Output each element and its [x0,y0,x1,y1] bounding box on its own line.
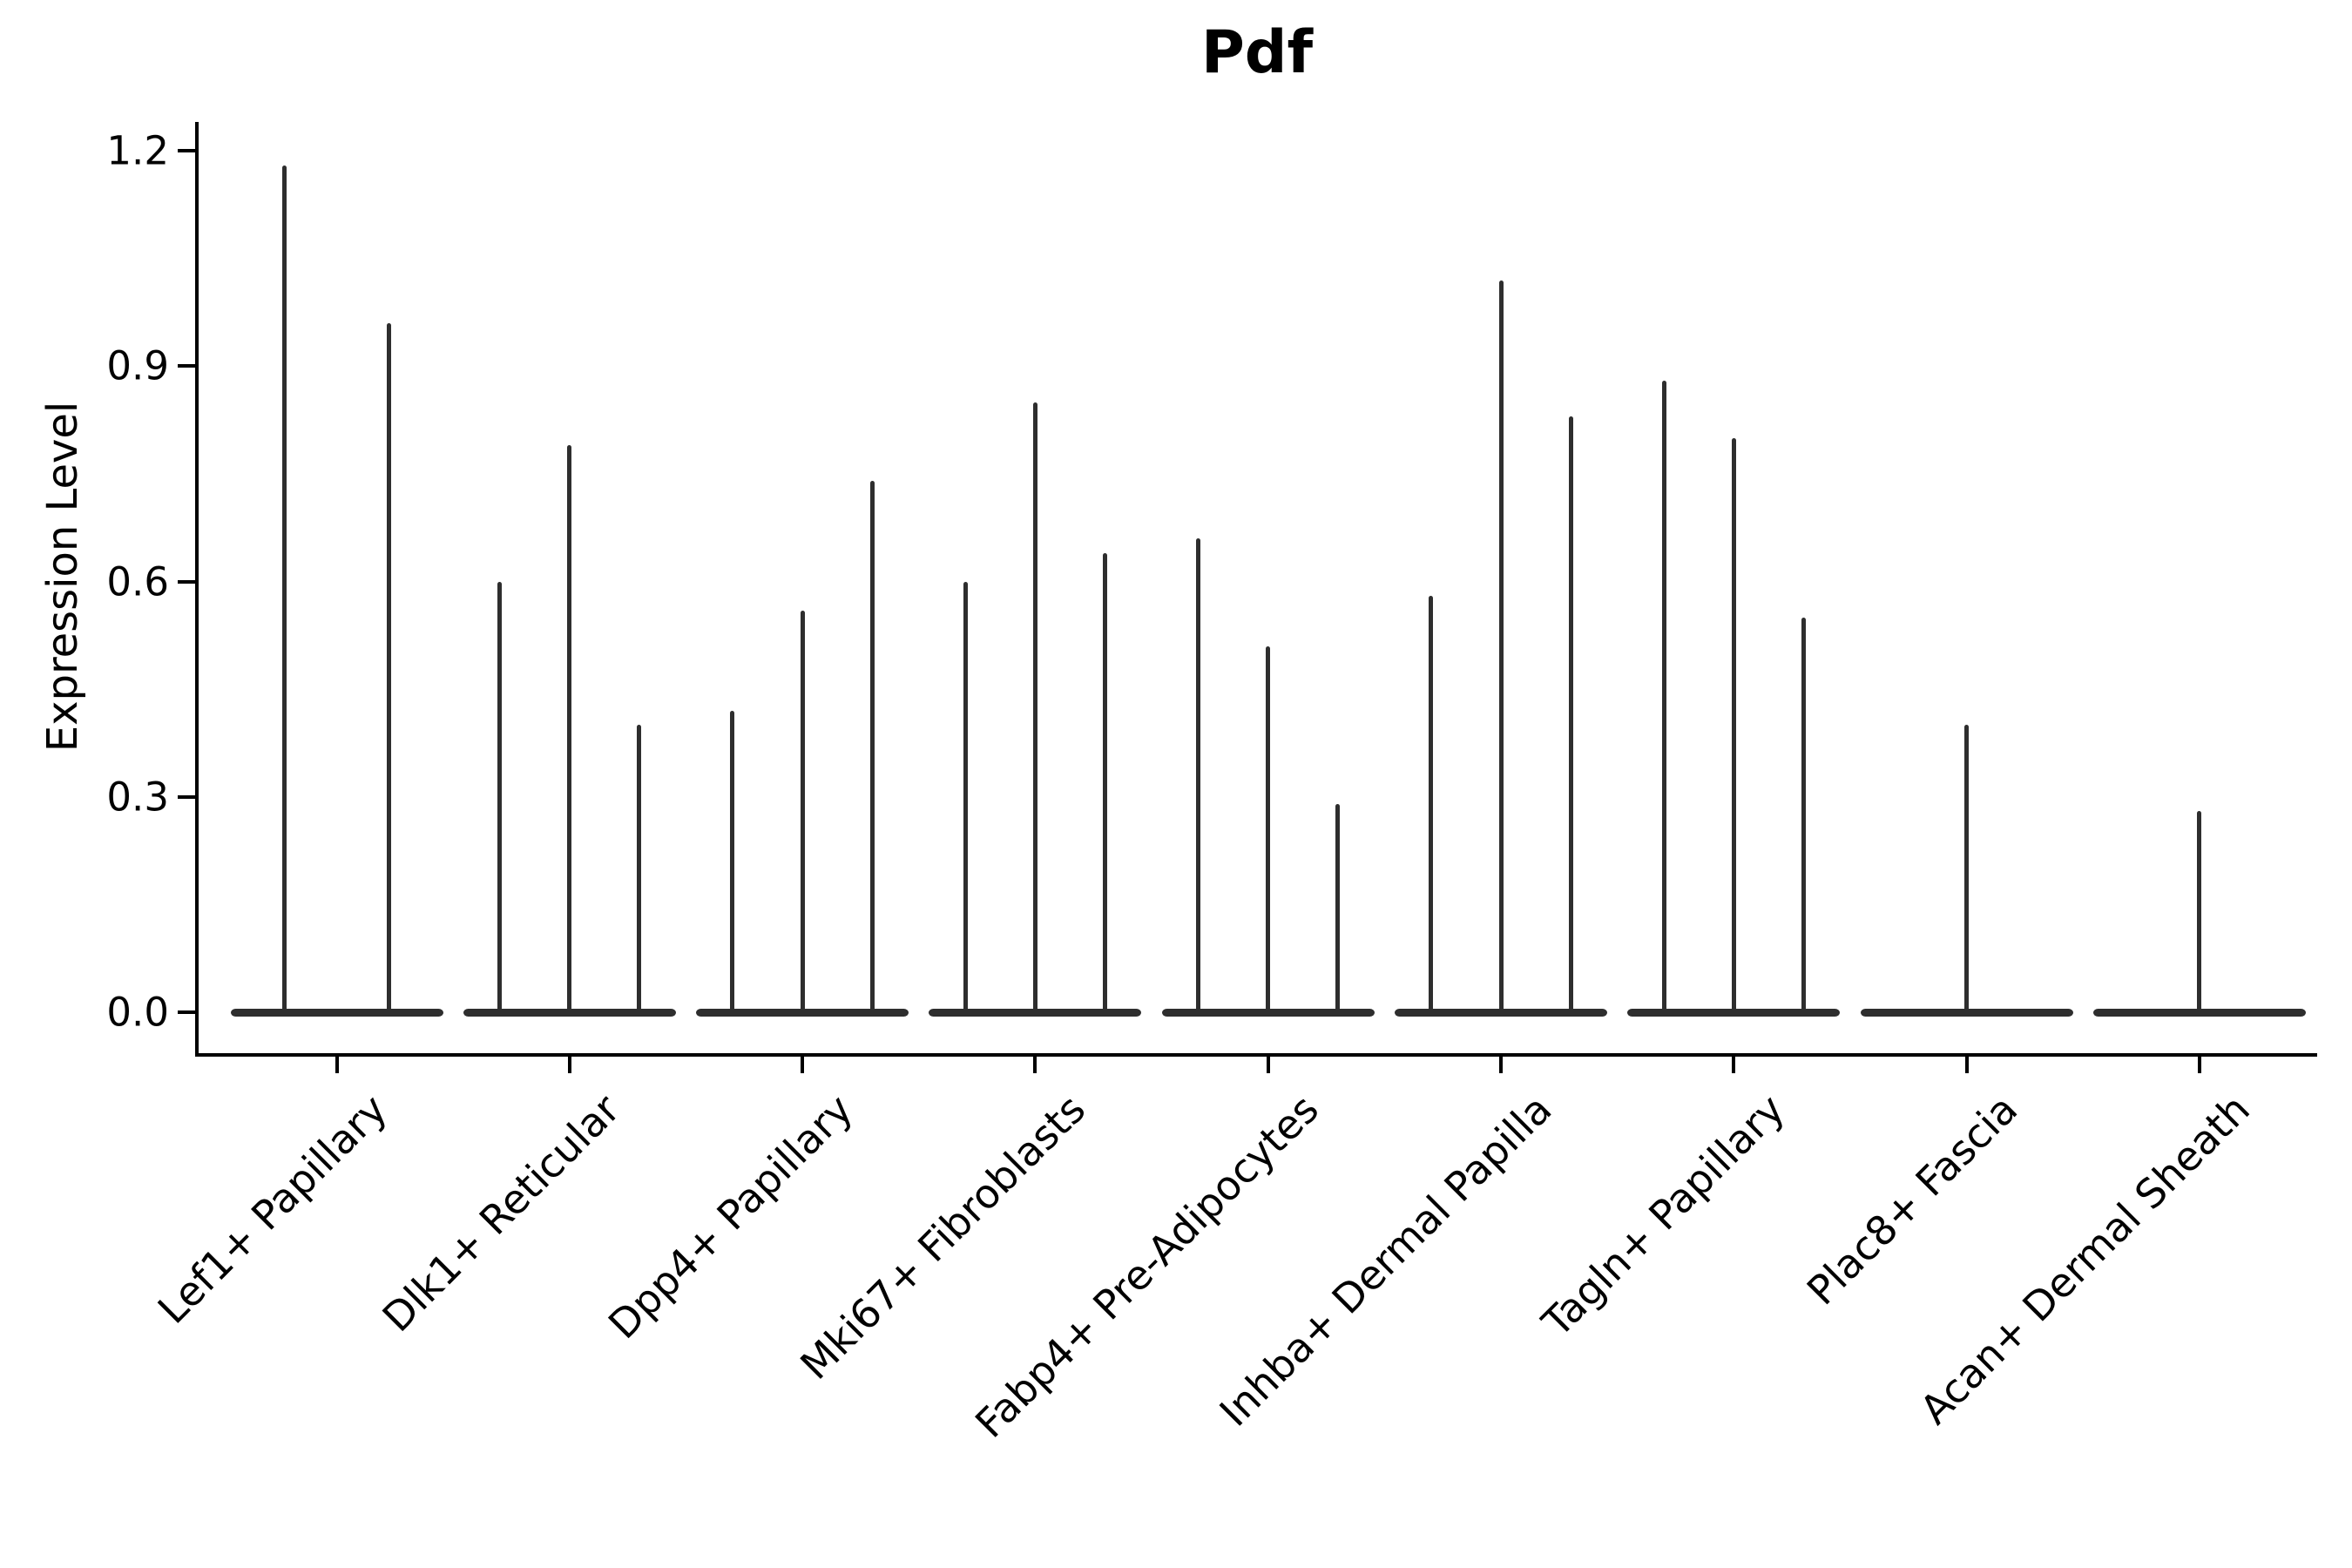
y-axis-spine [195,122,199,1057]
x-tick-mark [2197,1055,2201,1073]
violin-spike [281,165,287,1015]
x-tick-mark [1499,1055,1503,1073]
violin-spike [497,581,503,1015]
y-tick-mark [178,1010,195,1014]
violin-spike [387,322,392,1015]
violin-spike [1335,804,1341,1015]
x-tick-mark [567,1055,571,1073]
violin-spike [1661,380,1666,1015]
y-tick-label: 1.2 [106,127,169,174]
x-tick-label: Dpp4+ Papillary [599,1085,862,1348]
y-tick-mark [178,149,195,153]
violin-spike [1103,552,1108,1015]
x-tick-label: Dlk1+ Reticular [373,1085,629,1342]
x-tick-mark [1033,1055,1037,1073]
x-tick-mark [801,1055,805,1073]
violin-spike [1964,725,1970,1015]
violin-spike [869,481,875,1015]
x-tick-mark [335,1055,339,1073]
violin-spike [1568,416,1573,1015]
x-axis-spine [195,1053,2317,1057]
x-tick-mark [1266,1055,1270,1073]
violin-spike [730,710,735,1015]
x-tick-mark [1964,1055,1969,1073]
violin-spike [1429,596,1434,1015]
y-tick-mark [178,579,195,584]
violin-spike [1196,538,1200,1015]
y-tick-mark [178,794,195,799]
violin-spike [963,581,968,1015]
y-tick-label: 0.9 [106,342,169,389]
y-tick-label: 0.3 [106,774,169,821]
violin-base [230,1008,443,1017]
x-tick-label: Tagln+ Papillary [1532,1085,1794,1346]
violin-spike [567,445,572,1015]
y-tick-label: 0.0 [106,989,169,1036]
x-tick-label: Lef1+ Papillary [148,1085,396,1333]
violin-spike [1801,617,1806,1015]
y-tick-label: 0.6 [106,558,169,605]
x-tick-label: Plac8+ Fascia [1797,1085,2026,1315]
violin-spike [2197,811,2202,1015]
violin-spike [800,610,805,1015]
x-tick-mark [1732,1055,1736,1073]
violin-spike [1266,645,1271,1015]
violin-spike [1032,402,1037,1015]
violin-spike [1731,437,1736,1015]
violin-spike [1498,280,1504,1015]
y-axis-label: Expression Level [38,401,87,753]
violin-spike [637,725,642,1015]
y-tick-mark [178,364,195,368]
chart-title: Pdf [1200,18,1314,87]
